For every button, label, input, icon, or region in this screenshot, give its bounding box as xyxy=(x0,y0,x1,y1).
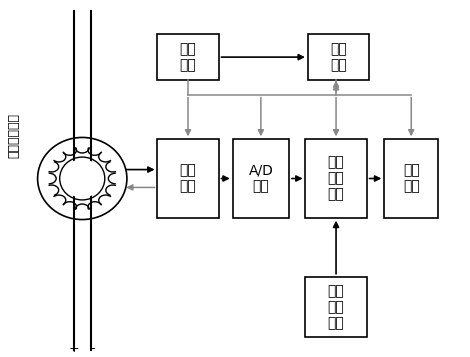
Bar xyxy=(157,139,219,218)
Bar xyxy=(384,139,439,218)
Text: 报警
阈值
设定: 报警 阈值 设定 xyxy=(328,284,345,330)
Text: 直流电源进线: 直流电源进线 xyxy=(7,113,20,158)
Text: A/D
转换: A/D 转换 xyxy=(249,164,273,193)
Text: 信号
处理
模块: 信号 处理 模块 xyxy=(328,155,345,202)
Bar xyxy=(306,277,367,337)
Bar xyxy=(308,34,369,80)
Bar xyxy=(233,139,289,218)
Bar xyxy=(157,34,219,80)
Text: 声光
报警: 声光 报警 xyxy=(403,164,420,193)
Text: -: - xyxy=(91,342,95,355)
Text: 通信
接口: 通信 接口 xyxy=(330,42,347,72)
Text: 电源
模块: 电源 模块 xyxy=(180,42,196,72)
Text: 滤波
放大: 滤波 放大 xyxy=(180,164,196,193)
Ellipse shape xyxy=(60,157,105,200)
Ellipse shape xyxy=(62,159,102,198)
Bar xyxy=(306,139,367,218)
Text: +: + xyxy=(69,342,79,355)
